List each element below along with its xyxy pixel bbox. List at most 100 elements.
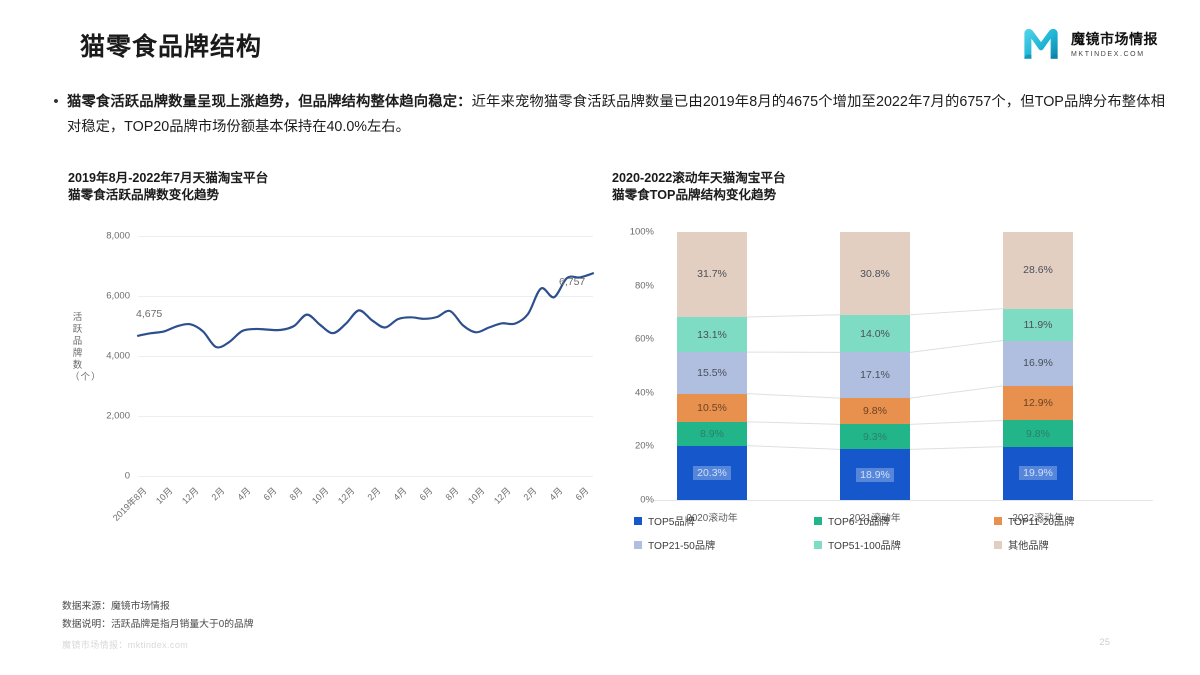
bullet-paragraph: 猫零食活跃品牌数量呈现上涨趋势，但品牌结构整体趋向稳定：近年来宠物猫零食活跃品牌… [67, 90, 1165, 140]
bar-chart-y-tick: 100% [629, 226, 654, 238]
stacked-bar-segment[interactable]: 10.5% [677, 393, 747, 422]
stacked-bar-segment-label: 18.9% [856, 467, 894, 482]
stacked-bar-segment-label: 9.8% [863, 405, 887, 418]
footnote-source: 数据来源：魔镜市场情报 [62, 601, 170, 612]
stacked-bar-segment-label: 31.7% [697, 268, 727, 281]
stacked-bar-segment-label: 8.9% [700, 427, 724, 440]
legend-item[interactable]: TOP11-20品牌 [994, 513, 1154, 528]
stacked-bar-segment[interactable]: 11.9% [1003, 308, 1073, 341]
legend-label: TOP51-100品牌 [828, 541, 901, 552]
stacked-bar-segment[interactable]: 13.1% [677, 316, 747, 353]
line-chart-title: 2019年8月-2022年7月天猫淘宝平台 猫零食活跃品牌数变化趋势 [68, 171, 269, 202]
legend-item[interactable]: TOP6-10品牌 [814, 513, 994, 528]
legend-label: 其他品牌 [1008, 541, 1049, 552]
legend-item[interactable]: TOP21-50品牌 [634, 537, 814, 552]
legend-item[interactable]: TOP5品牌 [634, 513, 814, 528]
footnotes: 数据来源：魔镜市场情报 数据说明：活跃品牌是指月销量大于0的品牌 [62, 598, 254, 634]
stacked-bar-segment-label: 20.3% [693, 465, 731, 480]
stacked-bar-segment[interactable]: 19.9% [1003, 446, 1073, 500]
legend-label: TOP21-50品牌 [648, 541, 716, 552]
legend-swatch-icon [634, 540, 642, 549]
stacked-bar-chart-panel: 2020-2022滚动年天猫淘宝平台 猫零食TOP品牌结构变化趋势 0% 20% 4… [612, 170, 1157, 590]
stacked-bar-segment[interactable]: 15.5% [677, 352, 747, 394]
stacked-bar-segment[interactable]: 31.7% [677, 232, 747, 317]
logo-brand-url: MKTINDEX.COM [1071, 50, 1145, 58]
footnote-note: 数据说明：活跃品牌是指月销量大于0的品牌 [62, 619, 254, 630]
logo-brand-name-cn: 魔镜市场情报 [1071, 30, 1158, 47]
line-chart-data-label-start: 4,675 [136, 307, 163, 320]
page-number: 25 [1099, 637, 1110, 648]
stacked-bar-segment-label: 16.9% [1023, 357, 1053, 370]
line-chart-panel: 2019年8月-2022年7月天猫淘宝平台 猫零食活跃品牌数变化趋势 活跃品牌数… [68, 170, 613, 590]
line-chart-plot: 活跃品牌数（个） 0 2,000 4,000 6,000 8,000 2019年8月 10月… [68, 222, 613, 572]
legend-swatch-icon [994, 540, 1002, 549]
line-chart-gridline [138, 416, 593, 417]
legend-swatch-icon [994, 516, 1002, 525]
bar-chart-y-tick: 0% [640, 494, 654, 506]
legend-item[interactable]: 其他品牌 [994, 537, 1154, 552]
stacked-bar-segment-label: 9.3% [863, 430, 887, 443]
bullet-bold-lead: 猫零食活跃品牌数量呈现上涨趋势，但品牌结构整体趋向稳定： [67, 94, 472, 110]
line-chart-gridline [138, 236, 593, 237]
stacked-bar-segment[interactable]: 30.8% [840, 232, 910, 315]
stacked-bar-segment[interactable]: 9.8% [1003, 420, 1073, 447]
stacked-bar-segment-label: 17.1% [860, 369, 890, 382]
bar-chart-category-label: 2022滚动年 [1012, 513, 1064, 524]
stacked-bar-segment-label: 28.6% [1023, 264, 1053, 277]
legend-label: TOP6-10品牌 [828, 517, 890, 528]
stacked-bar-segment-label: 14.0% [860, 327, 890, 340]
stacked-bar-segment-label: 19.9% [1019, 466, 1057, 481]
bar-chart-y-tick: 40% [634, 387, 654, 399]
stacked-bar-chart-plot: 0% 20% 40% 60% 80% 100% 20.3% 8.9% 10.5% 15.5% 13.… [612, 222, 1157, 572]
bar-chart-y-tick: 60% [634, 333, 654, 345]
stacked-bar-segment[interactable]: 18.9% [840, 449, 910, 500]
stacked-bar-segment-label: 13.1% [697, 328, 727, 341]
stacked-bar-segment[interactable]: 12.9% [1003, 385, 1073, 421]
stacked-bar-segment[interactable]: 28.6% [1003, 232, 1073, 309]
stacked-bar-segment[interactable]: 17.1% [840, 352, 910, 399]
bar-chart-category-label: 2020滚动年 [686, 513, 738, 524]
legend-swatch-icon [814, 516, 822, 525]
line-chart-gridline [138, 356, 593, 357]
mirror-m-logo-icon [1020, 22, 1062, 64]
line-chart-y-tick: 2,000 [106, 410, 130, 422]
stacked-bar-segment-label: 11.9% [1023, 318, 1053, 331]
stacked-bar-column[interactable]: 20.3% 8.9% 10.5% 15.5% 13.1% 31.7% [677, 232, 747, 500]
line-chart-y-axis-label: 活跃品牌数（个） [70, 312, 102, 383]
bar-chart-baseline [654, 500, 1153, 501]
brand-logo: 魔镜市场情报 MKTINDEX.COM [1020, 22, 1158, 64]
line-chart-gridline [138, 296, 593, 297]
bar-chart-y-tick: 20% [634, 440, 654, 452]
stacked-bar-segment[interactable]: 16.9% [1003, 340, 1073, 386]
bar-chart-category-label: 2021滚动年 [849, 513, 901, 524]
bullet-body: 近年来宠物猫零食活跃品牌数量已由2019年8月的4675个增加至2022年7月的… [67, 94, 1165, 135]
bullet-marker: • [53, 93, 59, 110]
legend-swatch-icon [814, 540, 822, 549]
line-chart-y-tick: 8,000 [106, 230, 130, 242]
legend-item[interactable]: TOP51-100品牌 [814, 537, 994, 552]
footer-watermark: 魔镜市场情报：mktindex.com [62, 640, 189, 650]
legend-swatch-icon [634, 516, 642, 525]
stacked-bar-segment[interactable]: 20.3% [677, 445, 747, 500]
legend-label: TOP11-20品牌 [1008, 517, 1075, 528]
bar-chart-y-tick: 80% [634, 280, 654, 292]
line-chart-series [136, 272, 595, 349]
stacked-bar-segment[interactable]: 9.8% [840, 398, 910, 425]
page-title: 猫零食品牌结构 [80, 33, 263, 61]
stacked-bar-segment[interactable]: 8.9% [677, 421, 747, 446]
stacked-bar-segment[interactable]: 9.3% [840, 424, 910, 450]
line-chart-y-tick: 6,000 [106, 290, 130, 302]
stacked-bar-legend: TOP5品牌 TOP6-10品牌 TOP11-20品牌 TOP21-50品牌 TOP51… [634, 513, 1154, 552]
stacked-bar-column[interactable]: 18.9% 9.3% 9.8% 17.1% 14.0% 30.8% [840, 232, 910, 500]
line-chart-gridline [138, 476, 593, 477]
stacked-bar-column[interactable]: 19.9% 9.8% 12.9% 16.9% 11.9% 28.6% [1003, 232, 1073, 500]
bar-chart-connectors [746, 308, 1004, 450]
line-chart-y-tick: 4,000 [106, 350, 130, 362]
stacked-bar-segment-label: 30.8% [860, 267, 890, 280]
stacked-bar-segment-label: 12.9% [1023, 397, 1053, 410]
stacked-bar-segment-label: 9.8% [1026, 427, 1050, 440]
stacked-bar-segment-label: 15.5% [697, 366, 727, 379]
stacked-bar-segment-label: 10.5% [697, 401, 727, 414]
line-chart-y-tick: 0 [124, 470, 130, 482]
stacked-bar-segment[interactable]: 14.0% [840, 314, 910, 353]
